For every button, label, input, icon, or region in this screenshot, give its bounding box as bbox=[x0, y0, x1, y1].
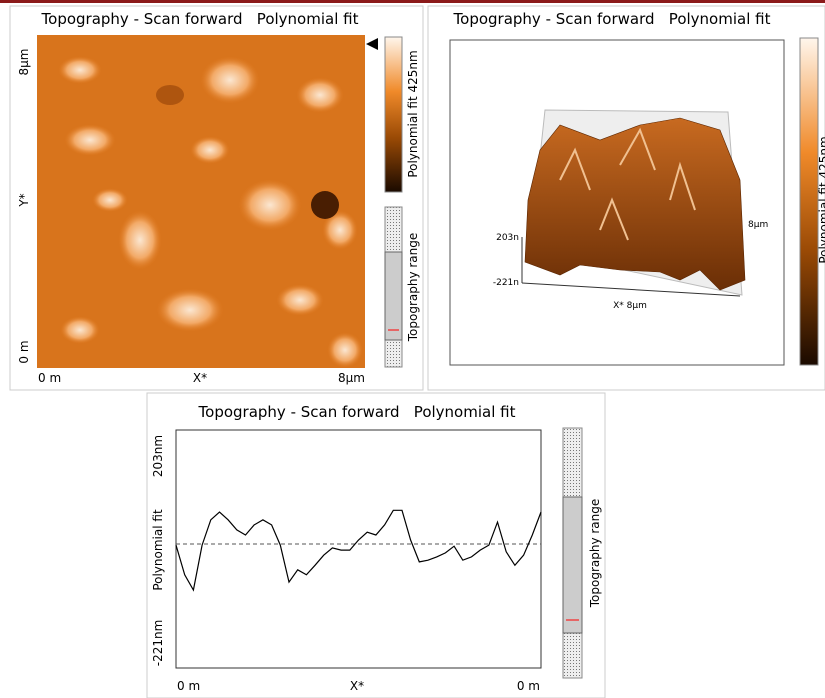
y-axis-label: 8µm bbox=[748, 220, 768, 230]
surface bbox=[525, 118, 745, 290]
panel-title: Topography - Scan forward Polynomial fit bbox=[198, 403, 516, 421]
range-label: Topography range bbox=[588, 499, 602, 609]
x-axis-label: X* bbox=[350, 679, 364, 693]
x-axis-label: X* 8µm bbox=[613, 301, 647, 311]
x-axis-right: 8µm bbox=[338, 371, 365, 385]
y-axis-top: 8µm bbox=[17, 49, 31, 76]
range-label: Topography range bbox=[406, 233, 420, 343]
x-axis-left: 0 m bbox=[38, 371, 61, 385]
plot-frame bbox=[176, 430, 541, 668]
profile-panel: Topography - Scan forward Polynomial fit… bbox=[147, 393, 605, 698]
color-bar-label: Polynomial fit 425nm bbox=[817, 136, 825, 263]
top-bar bbox=[0, 0, 825, 3]
screen: Topography - Scan forward Polynomial fit… bbox=[0, 0, 825, 698]
3d-panel: Topography - Scan forward Polynomial fit… bbox=[428, 6, 825, 390]
range-slider[interactable] bbox=[563, 497, 582, 633]
color-bar bbox=[800, 38, 818, 365]
panel-title: Topography - Scan forward Polynomial fit bbox=[453, 10, 771, 28]
y-axis-bottom: -221nm bbox=[151, 620, 165, 667]
color-bar bbox=[385, 37, 402, 192]
y-axis-bottom: 0 m bbox=[17, 340, 31, 363]
image-panel: Topography - Scan forward Polynomial fit… bbox=[10, 6, 423, 390]
z-axis-bottom: -221n bbox=[493, 278, 519, 288]
y-axis-label: Polynomial fit bbox=[151, 509, 165, 591]
range-slider[interactable] bbox=[385, 252, 402, 340]
y-axis-label: Y* bbox=[17, 193, 31, 207]
x-axis-left: 0 m bbox=[177, 679, 200, 693]
panel-title: Topography - Scan forward Polynomial fit bbox=[41, 10, 359, 28]
z-axis-top: 203n bbox=[496, 233, 519, 243]
y-axis-top: 203nm bbox=[151, 435, 165, 477]
color-bar-label: Polynomial fit 425nm bbox=[406, 50, 420, 177]
x-axis-right: 0 m bbox=[517, 679, 540, 693]
x-axis-label: X* bbox=[193, 371, 207, 385]
